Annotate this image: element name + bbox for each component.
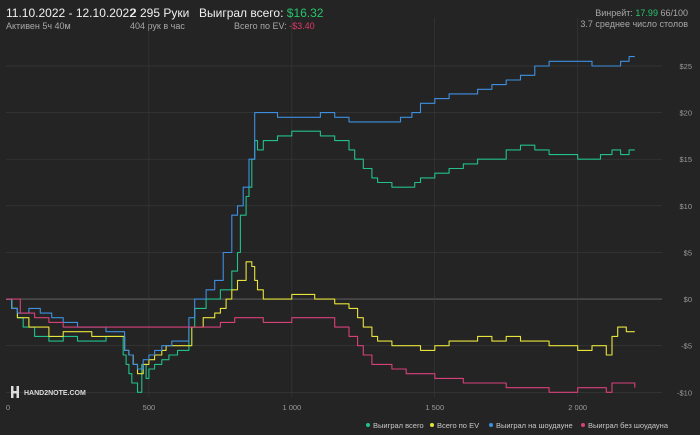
logo-text: HAND2NOTE.COM — [24, 390, 86, 397]
x-tick-label: 0 — [6, 403, 10, 412]
grid-lines — [6, 18, 662, 397]
header: 11.10.2022 - 12.10.2022 Активен 5ч 40м 2… — [0, 0, 700, 40]
series-lines — [6, 56, 636, 393]
active-time: Активен 5ч 40м — [6, 21, 71, 31]
legend-marker — [489, 423, 493, 427]
hands-count: 2 295 Руки — [130, 6, 190, 20]
logo-mark-right — [16, 386, 19, 398]
winrate-label: Винрейт: — [595, 8, 633, 18]
y-tick-label: $10 — [679, 202, 692, 211]
series-line-0 — [6, 130, 635, 393]
y-tick-label: $15 — [679, 155, 692, 164]
legend: Выиграл всего Всего по EV Выиграл на шоуда… — [366, 421, 669, 430]
avg-tables: 3.7 среднее число столов — [580, 19, 688, 29]
y-tick-label: $5 — [684, 248, 692, 257]
legend-marker — [366, 423, 370, 427]
y-tick-label: $20 — [679, 109, 692, 118]
winrate: Винрейт: 17.99 66/100 — [595, 8, 688, 18]
legend-label: Выиграл всего — [373, 421, 424, 430]
won-total-label: Выиграл всего: — [199, 6, 284, 20]
legend-label: Выиграл на шоудауне — [496, 421, 573, 430]
x-axis-ticks: 0 500 1 000 1 500 2 000 — [6, 403, 587, 412]
x-tick-label: 500 — [143, 403, 156, 412]
hands-per-hour: 404 рук в час — [130, 21, 185, 31]
ev-value: -$3.40 — [289, 21, 315, 31]
y-tick-label: $25 — [679, 62, 692, 71]
legend-marker — [581, 423, 585, 427]
legend-marker — [430, 423, 434, 427]
hand2note-logo: HAND2NOTE.COM — [11, 386, 86, 398]
legend-label: Всего по EV — [437, 421, 479, 430]
series-line-3 — [6, 298, 636, 393]
logo-mark-bar — [11, 391, 19, 394]
ev-total: Всего по EV: -$3.40 — [234, 21, 315, 31]
y-tick-label: -$10 — [677, 388, 692, 397]
y-axis-ticks: -$10 -$5 $0 $5 $10 $15 $20 $25 — [677, 62, 692, 397]
winrate-unit: 66/100 — [660, 8, 688, 18]
x-tick-label: 1 000 — [282, 403, 301, 412]
date-range[interactable]: 11.10.2022 - 12.10.2022 — [6, 6, 136, 20]
legend-label: Выиграл без шоудауна — [588, 421, 669, 430]
x-tick-label: 1 500 — [425, 403, 444, 412]
y-tick-label: -$5 — [681, 342, 692, 351]
series-line-2 — [6, 56, 635, 370]
won-total-value: $16.32 — [286, 6, 324, 20]
ev-label: Всего по EV: — [234, 21, 287, 31]
winrate-value: 17.99 — [635, 8, 658, 18]
x-tick-label: 2 000 — [568, 403, 587, 412]
y-tick-label: $0 — [684, 295, 692, 304]
won-total: Выиграл всего: $16.32 — [199, 6, 323, 20]
